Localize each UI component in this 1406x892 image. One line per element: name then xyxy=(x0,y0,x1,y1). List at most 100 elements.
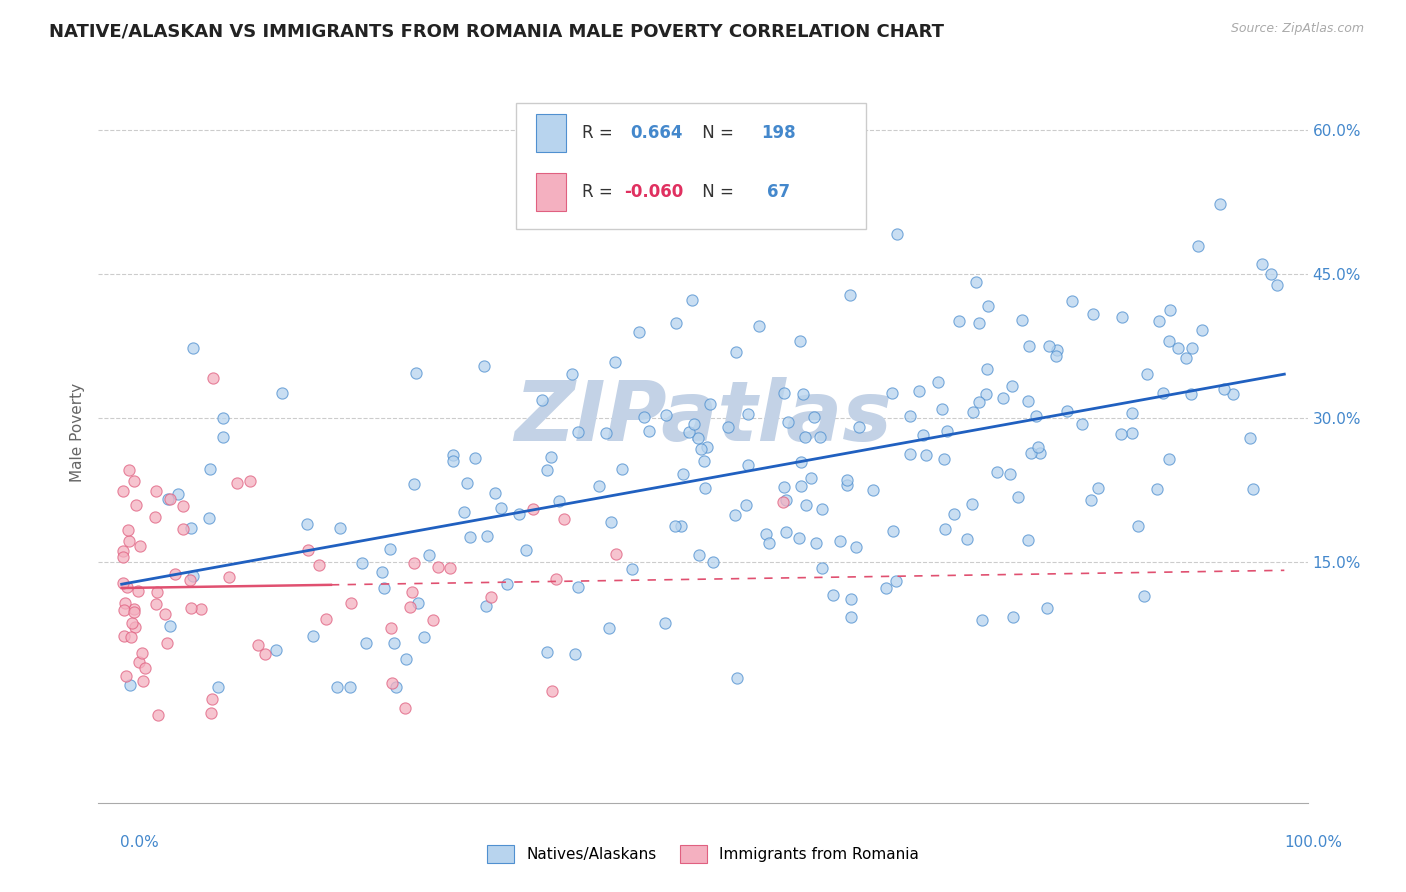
Point xyxy=(350,556,373,570)
Point xyxy=(127,584,149,599)
Point xyxy=(823,588,845,602)
Point xyxy=(845,540,868,554)
Point xyxy=(508,508,530,522)
Point xyxy=(484,486,506,500)
Point xyxy=(207,681,229,695)
Text: 0.664: 0.664 xyxy=(630,124,683,142)
Text: -0.060: -0.060 xyxy=(624,183,683,202)
Text: N =: N = xyxy=(697,124,740,142)
Point xyxy=(1056,404,1078,418)
Point xyxy=(564,647,586,661)
Point xyxy=(117,524,139,538)
Point xyxy=(326,681,349,695)
Point xyxy=(179,573,201,587)
Point xyxy=(1028,446,1050,460)
Point xyxy=(1175,351,1198,366)
Point xyxy=(496,577,519,591)
Point xyxy=(678,425,700,439)
Point xyxy=(970,613,993,627)
Point xyxy=(1167,341,1189,355)
Point xyxy=(717,419,740,434)
Point xyxy=(1038,339,1060,353)
Point xyxy=(1136,368,1159,382)
Point xyxy=(111,483,134,498)
Point xyxy=(530,393,553,408)
Point xyxy=(884,574,907,588)
Point xyxy=(794,498,817,512)
Point xyxy=(491,500,513,515)
Point xyxy=(226,476,249,491)
Point xyxy=(111,576,134,591)
Point xyxy=(1111,310,1133,325)
Point xyxy=(699,397,721,411)
Bar xyxy=(536,173,567,211)
Point xyxy=(522,502,544,516)
Point xyxy=(1267,277,1289,292)
Point xyxy=(977,299,1000,313)
Legend: Natives/Alaskans, Immigrants from Romania: Natives/Alaskans, Immigrants from Romani… xyxy=(481,839,925,869)
Point xyxy=(356,636,378,650)
Point xyxy=(474,599,496,613)
Point xyxy=(772,495,794,509)
Point xyxy=(773,480,796,494)
Point xyxy=(882,524,904,538)
Point xyxy=(1025,409,1047,424)
Point xyxy=(117,580,139,594)
Point xyxy=(1152,386,1174,401)
Point xyxy=(755,527,778,541)
Point xyxy=(382,636,405,650)
Point xyxy=(212,430,235,444)
Point xyxy=(1126,519,1149,533)
Point xyxy=(370,565,392,579)
Point xyxy=(561,367,583,381)
Point xyxy=(835,478,858,492)
Point xyxy=(253,647,276,661)
Point xyxy=(145,597,167,611)
Point xyxy=(212,410,235,425)
Point xyxy=(472,359,495,374)
Point xyxy=(197,511,219,525)
Point xyxy=(960,497,983,511)
Point xyxy=(839,609,862,624)
Point xyxy=(121,615,143,630)
Point xyxy=(882,386,904,401)
Point xyxy=(942,507,965,521)
Point xyxy=(683,417,706,432)
Point xyxy=(737,407,759,421)
Point xyxy=(638,424,661,438)
Text: 67: 67 xyxy=(768,183,790,202)
Point xyxy=(143,510,166,524)
Point xyxy=(1046,343,1069,357)
Point xyxy=(775,493,797,508)
Point xyxy=(218,570,240,584)
FancyBboxPatch shape xyxy=(516,103,866,229)
Point xyxy=(418,548,440,562)
Point xyxy=(548,494,571,508)
Point xyxy=(976,362,998,376)
Point xyxy=(1180,387,1202,401)
Point xyxy=(271,385,294,400)
Text: 100.0%: 100.0% xyxy=(1285,836,1343,850)
Point xyxy=(458,530,481,544)
Point xyxy=(800,470,823,484)
Point xyxy=(627,325,650,339)
Point xyxy=(654,615,676,630)
Point xyxy=(1191,323,1213,337)
Point xyxy=(758,536,780,550)
Point xyxy=(567,425,589,440)
Point xyxy=(986,465,1008,479)
Point xyxy=(118,463,141,477)
Point xyxy=(1017,533,1039,547)
Point xyxy=(1146,482,1168,496)
Point xyxy=(301,629,323,643)
Point xyxy=(1001,379,1024,393)
Point xyxy=(190,602,212,616)
Point xyxy=(1181,341,1204,355)
Point xyxy=(1045,349,1067,363)
Point xyxy=(935,424,957,438)
Point xyxy=(931,401,953,416)
Point xyxy=(1251,257,1274,271)
Point xyxy=(748,319,770,334)
Point xyxy=(153,607,176,621)
Text: ZIPatlas: ZIPatlas xyxy=(515,377,891,458)
